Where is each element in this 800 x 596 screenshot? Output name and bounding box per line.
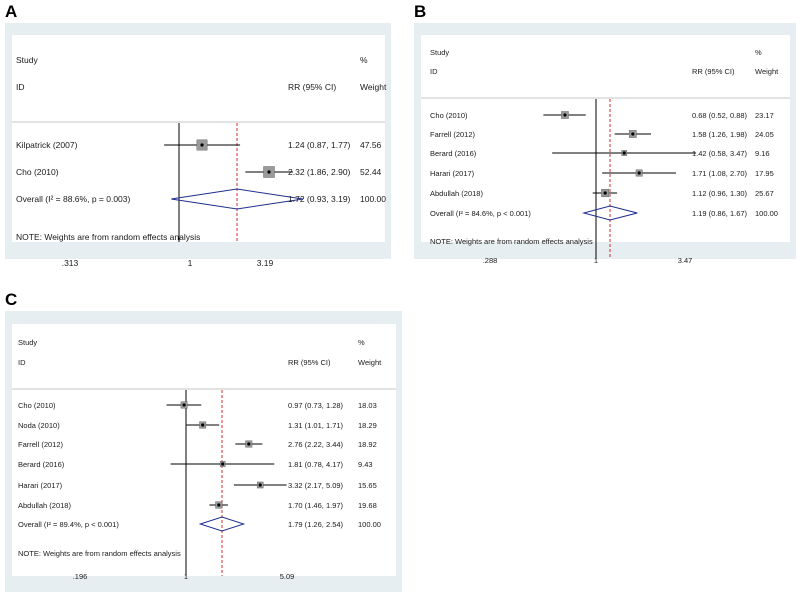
axis-tick-b: .288 (483, 256, 498, 265)
point-estimate-b (622, 151, 626, 155)
point-estimate-a (200, 143, 204, 147)
point-estimate-b (563, 113, 567, 117)
study-name-c: Berard (2016) (18, 460, 65, 469)
axis-tick-a: 3.19 (257, 258, 274, 268)
study-weight-c: 9.43 (358, 460, 373, 469)
header-weight-b: Weight (755, 67, 779, 76)
study-rr-a: 1.24 (0.87, 1.77) (288, 140, 351, 150)
study-name-c: Noda (2010) (18, 421, 60, 430)
plot-area-c (12, 324, 396, 576)
header-rr-a: RR (95% CI) (288, 82, 336, 92)
study-name-a: Kilpatrick (2007) (16, 140, 78, 150)
overall-rr-b: 1.19 (0.86, 1.67) (692, 209, 748, 218)
study-weight-b: 17.95 (755, 169, 774, 178)
axis-tick-a: .313 (62, 258, 79, 268)
study-rr-c: 0.97 (0.73, 1.28) (288, 401, 344, 410)
study-rr-c: 3.32 (2.17, 5.09) (288, 481, 344, 490)
study-rr-b: 1.42 (0.58, 3.47) (692, 149, 748, 158)
study-rr-c: 2.76 (2.22, 3.44) (288, 440, 344, 449)
study-name-b: Berard (2016) (430, 149, 477, 158)
study-weight-a: 52.44 (360, 167, 382, 177)
axis-tick-a: 1 (188, 258, 193, 268)
header-study-a: Study (16, 55, 38, 65)
study-weight-b: 24.05 (755, 130, 774, 139)
axis-tick-b: 1 (594, 256, 598, 265)
study-name-b: Cho (2010) (430, 111, 468, 120)
study-rr-a: 2.32 (1.86, 2.90) (288, 167, 351, 177)
study-name-b: Abdullah (2018) (430, 189, 483, 198)
point-estimate-c (182, 403, 186, 407)
axis-tick-c: 5.09 (280, 572, 295, 581)
overall-label-a: Overall (I² = 88.6%, p = 0.003) (16, 194, 131, 204)
study-weight-b: 23.17 (755, 111, 774, 120)
study-rr-b: 1.12 (0.96, 1.30) (692, 189, 748, 198)
study-rr-b: 0.68 (0.52, 0.88) (692, 111, 748, 120)
study-rr-c: 1.31 (1.01, 1.71) (288, 421, 344, 430)
overall-diamond-a (171, 188, 304, 210)
header-percent-b: % (755, 48, 762, 57)
forest-plot-c: Study % ID RR (95% CI) Weight Cho (2010) 0.97 … (5, 311, 402, 592)
study-weight-b: 25.67 (755, 189, 774, 198)
study-name-c: Abdullah (2018) (18, 501, 71, 510)
header-weight-c: Weight (358, 358, 382, 367)
header-percent-c: % (358, 338, 365, 347)
study-rr-b: 1.58 (1.26, 1.98) (692, 130, 748, 139)
header-study-b: Study (430, 48, 449, 57)
point-estimate-b (631, 132, 635, 136)
header-id-c: ID (18, 358, 26, 367)
axis-tick-c: .196 (73, 572, 88, 581)
overall-label-b: Overall (I² = 84.6%, p < 0.001) (430, 209, 531, 218)
study-rr-c: 1.81 (0.78, 4.17) (288, 460, 344, 469)
study-name-b: Farrell (2012) (430, 130, 476, 139)
forest-plot-b: Study % ID RR (95% CI) Weight Cho (2010) 0.68 … (414, 23, 796, 265)
note-b: NOTE: Weights are from random effects an… (430, 237, 593, 246)
study-weight-a: 47.56 (360, 140, 382, 150)
overall-rr-a: 1.72 (0.93, 3.19) (288, 194, 351, 204)
overall-weight-a: 100.00 (360, 194, 386, 204)
study-weight-c: 18.03 (358, 401, 377, 410)
header-id-a: ID (16, 82, 25, 92)
overall-weight-c: 100.00 (358, 520, 381, 529)
study-rr-c: 1.70 (1.46, 1.97) (288, 501, 344, 510)
panel-label-c: C (5, 290, 18, 309)
forest-plot-a: Study % ID RR (95% CI) Weight Kilpatrick (200… (5, 23, 391, 268)
note-a: NOTE: Weights are from random effects an… (16, 232, 200, 242)
study-weight-c: 19.68 (358, 501, 377, 510)
overall-rr-c: 1.79 (1.26, 2.54) (288, 520, 344, 529)
point-estimate-b (603, 191, 607, 195)
point-estimate-c (221, 462, 225, 466)
note-c: NOTE: Weights are from random effects an… (18, 549, 181, 558)
header-rr-c: RR (95% CI) (288, 358, 331, 367)
study-name-b: Harari (2017) (430, 169, 475, 178)
study-name-a: Cho (2010) (16, 167, 59, 177)
point-estimate-c (217, 503, 221, 507)
point-estimate-b (637, 171, 641, 175)
study-weight-c: 18.92 (358, 440, 377, 449)
point-estimate-c (201, 423, 205, 427)
axis-tick-c: 1 (184, 572, 188, 581)
header-percent-a: % (360, 55, 368, 65)
point-estimate-a (267, 170, 271, 174)
study-name-c: Farrell (2012) (18, 440, 64, 449)
plot-area-a (12, 35, 385, 242)
panel-label-b: B (414, 2, 427, 21)
overall-weight-b: 100.00 (755, 209, 778, 218)
point-estimate-c (247, 442, 251, 446)
study-weight-c: 15.65 (358, 481, 377, 490)
study-weight-b: 9.16 (755, 149, 770, 158)
study-rr-b: 1.71 (1.08, 2.70) (692, 169, 748, 178)
panel-label-a: A (5, 2, 18, 21)
study-weight-c: 18.29 (358, 421, 377, 430)
overall-diamond-b (581, 205, 638, 221)
header-id-b: ID (430, 67, 438, 76)
overall-diamond-c (198, 516, 246, 532)
study-name-c: Harari (2017) (18, 481, 63, 490)
header-rr-b: RR (95% CI) (692, 67, 735, 76)
point-estimate-c (258, 483, 262, 487)
header-weight-a: Weight (360, 82, 387, 92)
study-name-c: Cho (2010) (18, 401, 56, 410)
overall-label-c: Overall (I² = 89.4%, p < 0.001) (18, 520, 119, 529)
axis-tick-b: 3.47 (678, 256, 693, 265)
header-study-c: Study (18, 338, 37, 347)
